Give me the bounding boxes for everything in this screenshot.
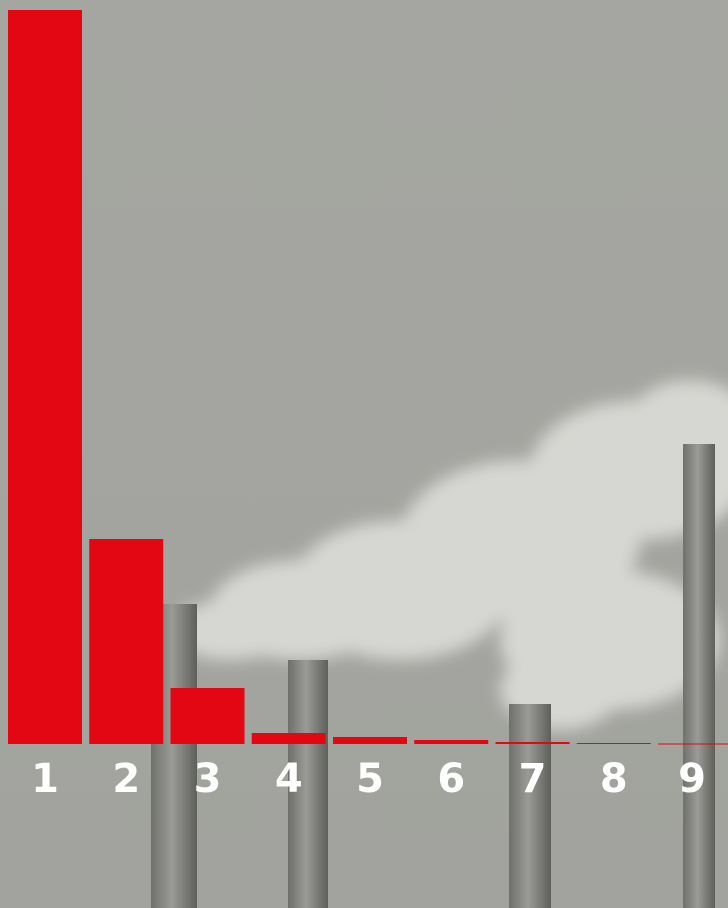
x-tick-label: 6 <box>437 756 465 802</box>
x-tick-label: 1 <box>31 756 59 802</box>
x-tick-label: 2 <box>112 756 140 802</box>
x-tick-label: 7 <box>519 756 547 802</box>
bar <box>170 688 245 744</box>
x-tick-label: 5 <box>356 756 384 802</box>
bar <box>8 10 82 744</box>
bar <box>495 742 570 744</box>
x-tick-label: 3 <box>194 756 222 802</box>
x-tick-label: 8 <box>600 756 628 802</box>
bar <box>251 733 326 744</box>
x-tick-label: 4 <box>275 756 303 802</box>
bar <box>414 740 489 744</box>
bar <box>658 743 728 745</box>
bar <box>333 737 407 744</box>
x-tick-label: 9 <box>678 756 706 802</box>
bar <box>89 539 164 744</box>
bar <box>576 743 651 744</box>
